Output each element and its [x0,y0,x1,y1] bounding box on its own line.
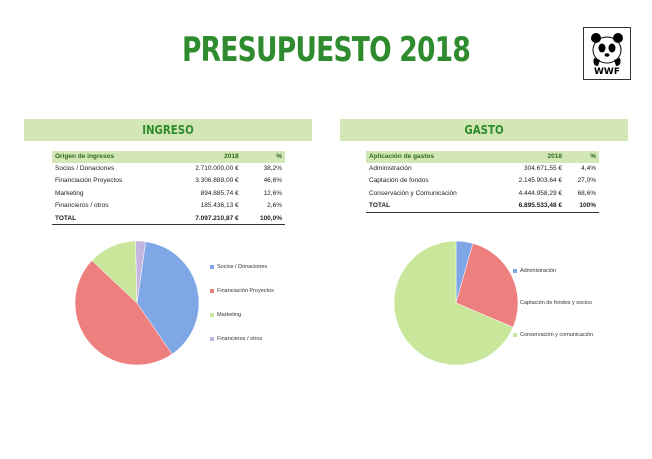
gasto-legend-swatch [513,300,517,305]
gasto-slice-1 [455,243,519,328]
gasto-banner: GASTO [340,119,628,141]
row-percent: 27,0% [565,174,599,188]
table-row: Conservación y Comunicación 4.444.958,29… [366,187,599,200]
row-percent: 12,6% [241,187,285,200]
total-amount: 7.097.210,87 € [165,211,242,225]
table-row: Captación de fondos 2.145.903,64 € 27,0% [366,174,599,188]
panda-icon [591,33,623,66]
table-row: Administración 304.671,55 € 4,4% [366,162,599,175]
table-header: % [241,151,285,163]
ingreso-legend-item: Financieros / otros [210,336,262,342]
ingreso-legend-item: Socios / Donaciones [210,264,267,270]
ingreso-slice-1 [74,260,173,366]
total-percent: 100% [565,199,599,213]
ingreso-legend-label: Socios / Donaciones [217,264,268,270]
table-header: 2018 [165,151,242,163]
ingreso-legend-label: Financieros / otros [217,336,263,342]
ingreso-legend-label: Marketing [217,312,242,318]
row-label: Marketing [52,187,166,200]
table-row: Financieros / otros 185.436,13 € 2,6% [52,199,285,213]
table-header: 2018 [496,151,565,163]
ingreso-table: Origen de ingresos 2018 % Socios / Donac… [52,151,285,225]
gasto-legend-item: Conservación y comunicación [513,332,593,338]
table-row: Financiación Proyectos 3.306.889,00 € 46… [52,174,285,188]
row-label: Administración [366,162,497,175]
row-percent: 68,6% [565,187,599,200]
total-amount: 6.895.533,48 € [496,199,565,213]
row-amount: 3.306.889,00 € [165,174,242,188]
ingreso-legend-item: Financiación Proyectos [210,288,274,294]
logo-text: WWF [593,67,620,77]
ingreso-slice-0 [136,241,200,355]
gasto-pie-chart [393,240,519,366]
ingreso-banner-label: INGRESO [142,123,194,137]
ingreso-legend-swatch [210,288,214,293]
gasto-legend-label: Administración [520,268,557,274]
gasto-legend-swatch [513,268,517,273]
row-label: Financiación Proyectos [52,174,166,188]
gasto-legend-swatch [513,332,517,337]
page-title: PRESUPUESTO 2018 [181,30,471,70]
gasto-banner-label: GASTO [464,123,504,137]
ingreso-banner: INGRESO [24,119,312,141]
gasto-slice-2 [393,240,514,366]
ingreso-legend-swatch [210,312,214,317]
row-percent: 4,4% [565,162,599,175]
table-header: Aplicación de gastos [366,151,497,163]
row-percent: 38,2% [241,162,285,175]
row-amount: 304.671,55 € [496,162,565,175]
table-row: Socios / Donaciones 2.710.000,00 € 38,2% [52,162,285,175]
total-row: TOTAL 6.895.533,48 € 100% [366,199,599,213]
row-amount: 4.444.958,29 € [496,187,565,200]
ingreso-pie-chart [74,240,200,366]
row-label: Conservación y Comunicación [366,187,497,200]
gasto-legend-label: Captación de fondos y socios [520,300,592,306]
table-header: Origen de ingresos [52,151,166,163]
total-percent: 100,0% [241,211,285,225]
ingreso-legend-label: Financiación Proyectos [217,288,274,294]
total-label: TOTAL [52,211,166,225]
row-label: Socios / Donaciones [52,162,166,175]
wwf-logo: WWF [583,27,631,80]
row-amount: 2.145.903,64 € [496,174,565,188]
ingreso-legend-swatch [210,336,214,341]
row-label: Financieros / otros [52,199,166,213]
table-header: % [565,151,599,163]
ingreso-legend-swatch [210,264,214,269]
gasto-legend-item: Administración [513,268,556,274]
table-row: Marketing 894.885,74 € 12,6% [52,187,285,200]
ingreso-legend-item: Marketing [210,312,241,318]
row-percent: 46,6% [241,174,285,188]
row-amount: 185.436,13 € [165,199,242,213]
row-percent: 2,6% [241,199,285,213]
total-row: TOTAL 7.097.210,87 € 100,0% [52,211,285,225]
gasto-table: Aplicación de gastos 2018 % Administraci… [366,151,599,213]
row-label: Captación de fondos [366,174,497,188]
row-amount: 894.885,74 € [165,187,242,200]
gasto-legend-label: Conservación y comunicación [520,332,594,338]
row-amount: 2.710.000,00 € [165,162,242,175]
total-label: TOTAL [366,199,497,213]
ingreso-slice-3 [135,240,146,304]
gasto-legend-item: Captación de fondos y socios [513,300,592,306]
